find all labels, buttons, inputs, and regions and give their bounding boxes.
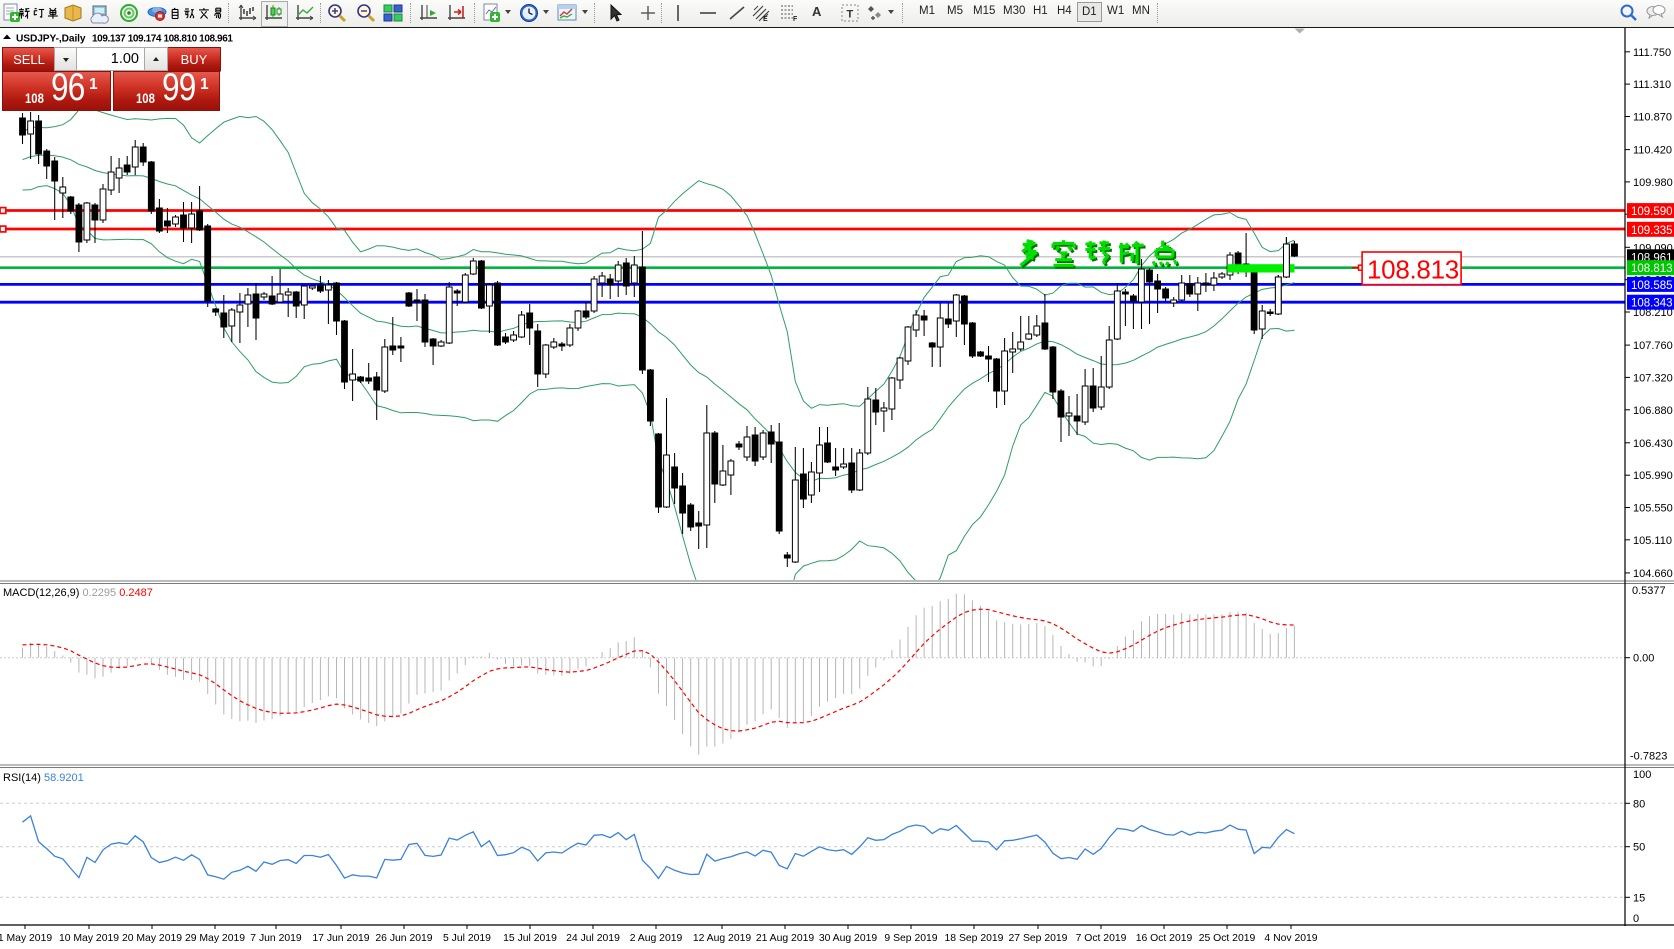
svg-text:24 Jul 2019: 24 Jul 2019 [566,933,620,944]
svg-text:E: E [763,16,768,23]
svg-text:111.750: 111.750 [1633,47,1671,59]
svg-text:109.590: 109.590 [1631,206,1673,218]
svg-text:109.137 109.174 108.810 108.96: 109.137 109.174 108.810 108.961 [92,34,233,45]
svg-text:30 Aug 2019: 30 Aug 2019 [819,933,878,944]
svg-text:29 May 2019: 29 May 2019 [185,933,245,944]
svg-text:107.320: 107.320 [1633,372,1673,384]
svg-text:105.110: 105.110 [1633,535,1672,547]
svg-text:108.813: 108.813 [1367,255,1459,285]
svg-text:5 Jul 2019: 5 Jul 2019 [443,933,491,944]
svg-text:108.210: 108.210 [1633,307,1673,319]
svg-text:25 Oct 2019: 25 Oct 2019 [1199,933,1256,944]
svg-text:T: T [847,9,854,21]
svg-text:108.585: 108.585 [1631,280,1673,292]
svg-text:80: 80 [1633,798,1645,810]
svg-text:USDJPY-,Daily: USDJPY-,Daily [16,34,86,45]
svg-text:109.335: 109.335 [1631,225,1673,237]
svg-text:0.5377: 0.5377 [1632,585,1666,597]
svg-text:109.980: 109.980 [1633,177,1673,189]
svg-text:20 May 2019: 20 May 2019 [122,933,182,944]
svg-text:27 Sep 2019: 27 Sep 2019 [1009,933,1068,944]
svg-text:1 May 2019: 1 May 2019 [0,933,52,944]
svg-text:2 Aug 2019: 2 Aug 2019 [630,933,683,944]
svg-text:100: 100 [1633,769,1651,781]
svg-text:21 Aug 2019: 21 Aug 2019 [756,933,815,944]
svg-text:-0.7823: -0.7823 [1630,751,1667,763]
svg-text:10 May 2019: 10 May 2019 [59,933,119,944]
svg-text:0.00: 0.00 [1633,653,1654,665]
svg-text:12 Aug 2019: 12 Aug 2019 [693,933,752,944]
svg-text:7 Oct 2019: 7 Oct 2019 [1076,933,1127,944]
svg-text:106.880: 106.880 [1633,405,1673,417]
svg-text:110.870: 110.870 [1633,112,1672,124]
svg-text:104.660: 104.660 [1633,568,1673,580]
svg-text:106.430: 106.430 [1633,438,1673,450]
svg-text:105.550: 105.550 [1633,503,1673,515]
svg-text:50: 50 [1633,842,1645,854]
svg-text:MACD(12,26,9) 0.2295 0.2487: MACD(12,26,9) 0.2295 0.2487 [3,587,153,599]
svg-text:108.813: 108.813 [1631,263,1673,275]
svg-text:105.990: 105.990 [1633,470,1673,482]
svg-text:16 Oct 2019: 16 Oct 2019 [1136,933,1193,944]
svg-text:F: F [793,16,798,23]
svg-text:110.420: 110.420 [1633,145,1672,157]
svg-text:7 Jun 2019: 7 Jun 2019 [250,933,302,944]
svg-text:4 Nov 2019: 4 Nov 2019 [1264,933,1317,944]
svg-text:9 Sep 2019: 9 Sep 2019 [884,933,937,944]
svg-text:RSI(14) 58.9201: RSI(14) 58.9201 [3,772,84,784]
svg-text:111.310: 111.310 [1633,79,1671,91]
svg-text:26 Jun 2019: 26 Jun 2019 [375,933,432,944]
svg-text:17 Jun 2019: 17 Jun 2019 [312,933,369,944]
svg-text:108.343: 108.343 [1631,298,1673,310]
svg-text:15: 15 [1633,892,1645,904]
svg-text:18 Sep 2019: 18 Sep 2019 [945,933,1004,944]
svg-text:107.760: 107.760 [1633,340,1673,352]
svg-text:0: 0 [1633,913,1639,925]
svg-text:15 Jul 2019: 15 Jul 2019 [503,933,557,944]
